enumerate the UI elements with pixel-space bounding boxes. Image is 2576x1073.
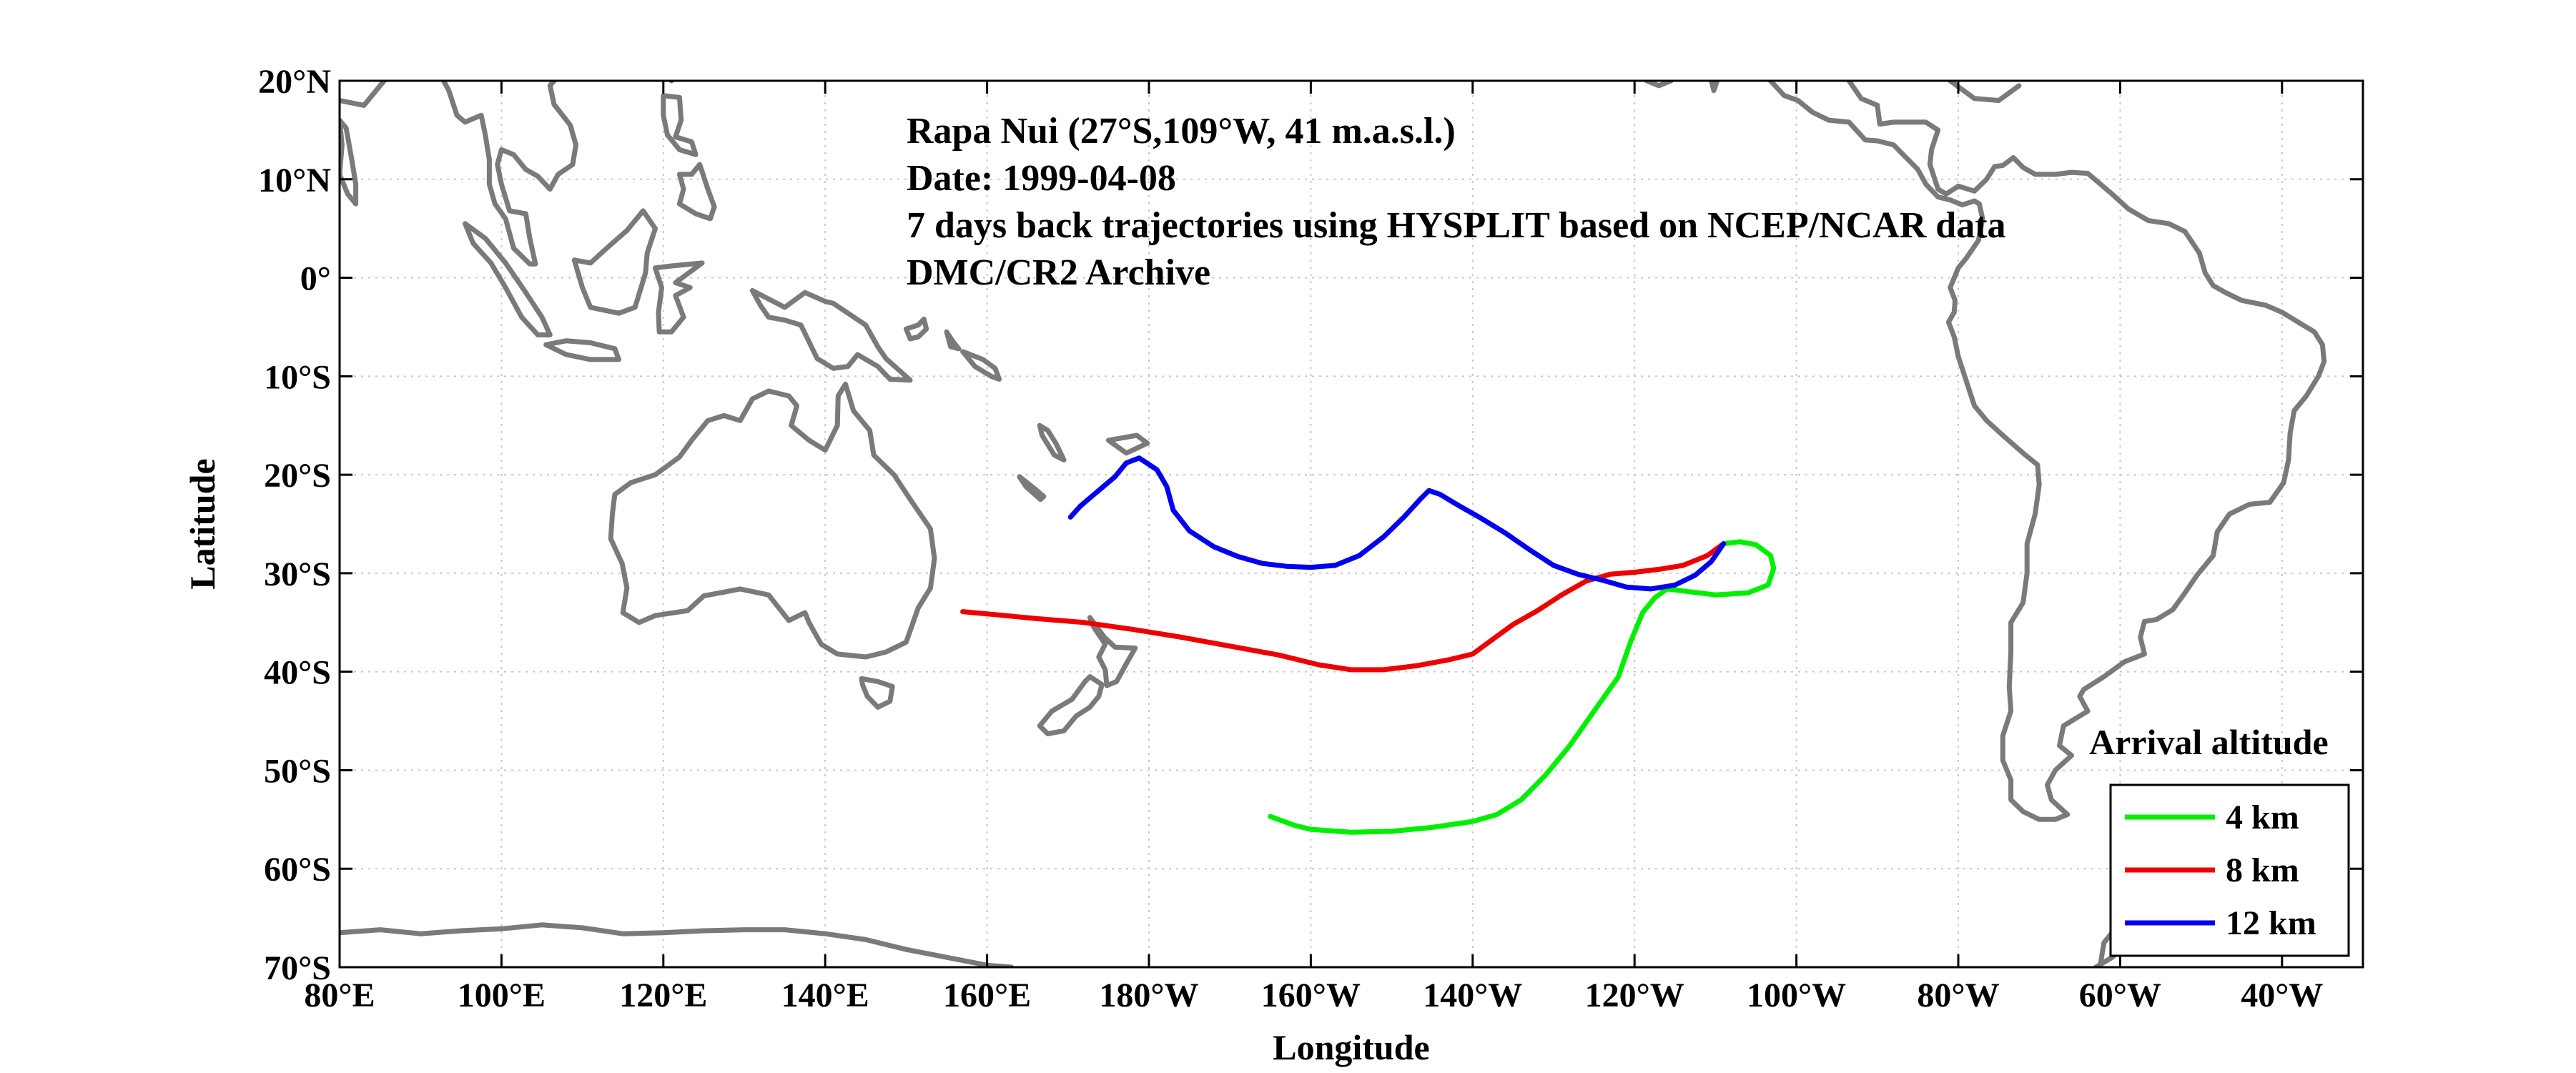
x-axis-label: Longitude bbox=[1273, 1027, 1430, 1067]
y-tick-label: 20°N bbox=[258, 63, 331, 101]
x-tick-label: 140°E bbox=[781, 976, 869, 1014]
y-tick-label: 10°S bbox=[264, 358, 331, 396]
gridlines bbox=[340, 81, 2363, 967]
y-tick-label: 40°S bbox=[264, 654, 331, 692]
x-tick-label: 80°E bbox=[304, 976, 375, 1014]
legend: 4 km 8 km 12 km bbox=[2109, 783, 2350, 957]
x-axis-ticks: 80°E 100°E 120°E 140°E 160°E 180°W 160°W 140°W 1… bbox=[304, 81, 2323, 1014]
y-tick-label: 0° bbox=[300, 260, 331, 298]
coastline bbox=[661, 93, 699, 157]
info-block: Rapa Nui (27°S,109°W, 41 m.a.s.l.) Date:… bbox=[907, 111, 2006, 293]
trajectory-12km bbox=[1067, 455, 1727, 592]
info-line-date: Date: 1999-04-08 bbox=[907, 158, 1176, 199]
trajectory-8km bbox=[960, 541, 1727, 673]
legend-label-4km: 4 km bbox=[2226, 798, 2299, 836]
coastline bbox=[1709, 81, 1720, 94]
coastline bbox=[676, 162, 717, 222]
coastline bbox=[1948, 81, 2022, 104]
coastline bbox=[1087, 615, 1138, 688]
y-tick-label: 50°S bbox=[264, 752, 331, 790]
coastline bbox=[859, 676, 895, 710]
x-tick-label: 80°W bbox=[1917, 976, 1999, 1014]
y-tick-label: 30°S bbox=[264, 555, 331, 593]
coastline bbox=[944, 329, 962, 352]
coastline bbox=[571, 208, 658, 316]
legend-label-8km: 8 km bbox=[2226, 851, 2299, 889]
legend-title: Arrival altitude bbox=[2089, 722, 2329, 762]
y-tick-label: 20°S bbox=[264, 457, 331, 495]
coastline bbox=[340, 81, 578, 267]
x-tick-label: 40°W bbox=[2241, 976, 2323, 1014]
coastline bbox=[1644, 81, 1674, 89]
coastline bbox=[1767, 81, 2327, 822]
x-tick-label: 100°W bbox=[1747, 976, 1846, 1014]
y-tick-label: 60°S bbox=[264, 851, 331, 889]
info-line-location: Rapa Nui (27°S,109°W, 41 m.a.s.l.) bbox=[907, 111, 1456, 152]
coastline bbox=[1105, 432, 1150, 456]
coastline bbox=[1017, 474, 1047, 503]
coastline bbox=[960, 349, 1002, 382]
coastline bbox=[543, 338, 621, 362]
info-line-archive: DMC/CR2 Archive bbox=[907, 252, 1210, 293]
coastline bbox=[463, 221, 553, 337]
trajectories bbox=[960, 455, 1777, 835]
coastline bbox=[903, 316, 929, 342]
info-line-method: 7 days back trajectories using HYSPLIT b… bbox=[907, 205, 2006, 246]
y-tick-label: 70°S bbox=[264, 949, 331, 987]
coastline bbox=[653, 260, 705, 335]
legend-label-12km: 12 km bbox=[2226, 904, 2316, 942]
trajectory-4km bbox=[1268, 539, 1777, 835]
x-tick-label: 180°W bbox=[1099, 976, 1198, 1014]
x-tick-label: 60°W bbox=[2079, 976, 2161, 1014]
y-tick-label: 10°N bbox=[258, 162, 331, 199]
coastline bbox=[340, 117, 359, 207]
y-axis-ticks: 20°N 10°N 0° 10°S 20°S 30°S 40°S 50°S 60°S 70°S bbox=[258, 63, 2363, 987]
x-tick-label: 160°W bbox=[1261, 976, 1361, 1014]
map-frame bbox=[338, 79, 2364, 969]
x-tick-label: 100°E bbox=[458, 976, 546, 1014]
x-tick-label: 160°E bbox=[943, 976, 1031, 1014]
x-tick-label: 120°W bbox=[1585, 976, 1684, 1014]
coastline bbox=[1037, 422, 1067, 463]
coastline bbox=[749, 288, 913, 383]
x-tick-label: 140°W bbox=[1423, 976, 1522, 1014]
coastline bbox=[340, 922, 1015, 967]
coastlines bbox=[340, 81, 2327, 967]
coastline bbox=[608, 381, 937, 660]
coastline bbox=[1037, 674, 1105, 736]
y-axis-label: Latitude bbox=[182, 458, 222, 589]
map-plot-area bbox=[340, 81, 2363, 967]
x-tick-label: 120°E bbox=[619, 976, 707, 1014]
